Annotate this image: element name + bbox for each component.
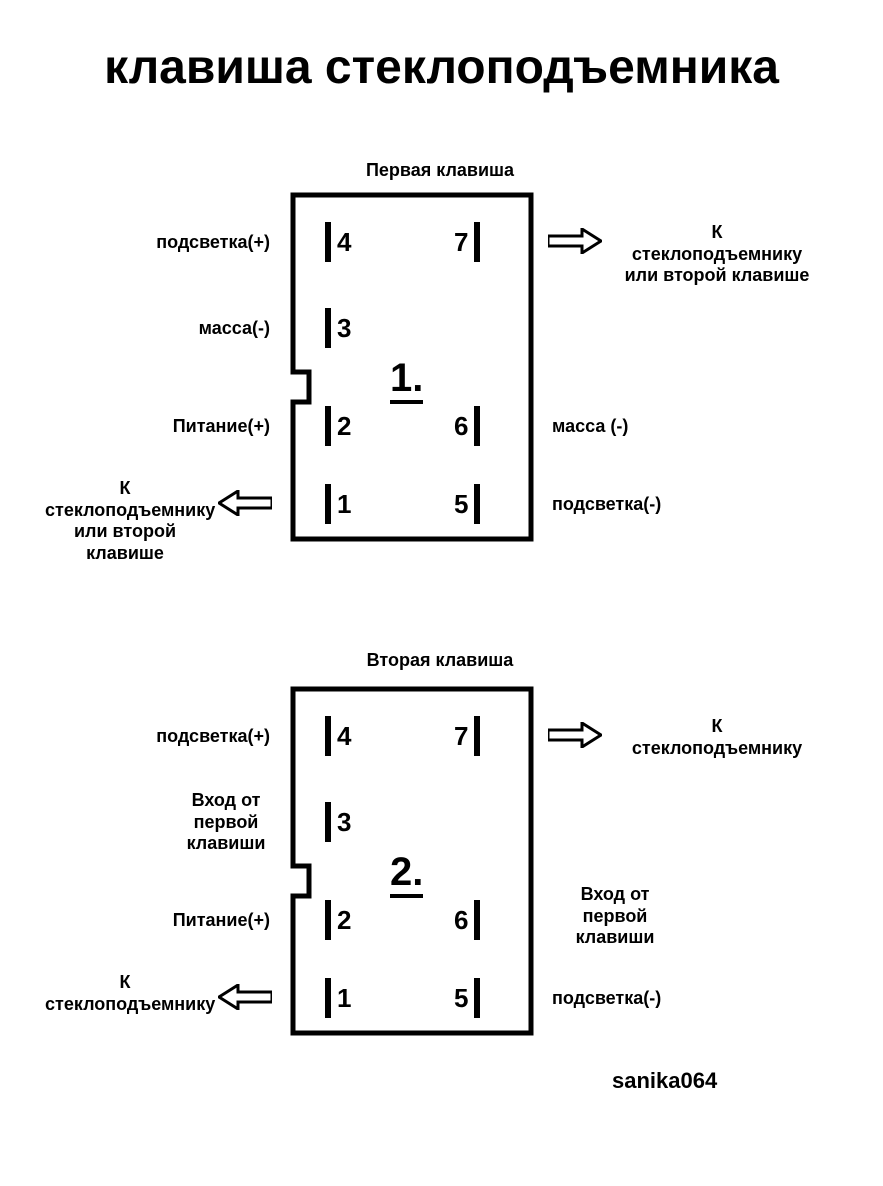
connector1-pin2: 2 bbox=[325, 406, 351, 446]
connector1-center: 1. bbox=[390, 358, 423, 404]
connector1-subtitle: Первая клавиша bbox=[290, 160, 590, 181]
connector2-pin1: 1 bbox=[325, 978, 351, 1018]
connector2-pin5: 5 bbox=[454, 978, 480, 1018]
connector1-label-pin2: Питание(+) bbox=[80, 416, 270, 438]
arrow-right-icon bbox=[548, 228, 602, 254]
connector2-label-pin2: Питание(+) bbox=[80, 910, 270, 932]
connector1-pin5: 5 bbox=[454, 484, 480, 524]
connector2-label-pin7: К стеклоподъемнику bbox=[612, 716, 822, 759]
connector1-label-pin3: масса(-) bbox=[80, 318, 270, 340]
connector1-label-pin6: масса (-) bbox=[552, 416, 752, 438]
connector1-pin4: 4 bbox=[325, 222, 351, 262]
connector1-pin7: 7 bbox=[454, 222, 480, 262]
connector2-label-pin4: подсветка(+) bbox=[80, 726, 270, 748]
connector2-label-pin5: подсветка(-) bbox=[552, 988, 752, 1010]
credit-text: sanika064 bbox=[612, 1068, 717, 1094]
connector1-pin3: 3 bbox=[325, 308, 351, 348]
page-title: клавиша стеклоподъемника bbox=[0, 40, 883, 95]
connector2-center: 2. bbox=[390, 852, 423, 898]
connector2-pin3: 3 bbox=[325, 802, 351, 842]
arrow-left-icon bbox=[218, 490, 272, 516]
diagram-page: клавиша стеклоподъемника Первая клавиша … bbox=[0, 0, 883, 1186]
connector1-label-pin7: К стеклоподъемнику или второй клавише bbox=[612, 222, 822, 287]
connector2-label-pin3: Вход от первой клавиши bbox=[176, 790, 276, 855]
connector1-label-pin5: подсветка(-) bbox=[552, 494, 752, 516]
connector2-pin4: 4 bbox=[325, 716, 351, 756]
connector2-label-pin1: К стеклоподъемнику bbox=[45, 972, 205, 1015]
arrow-left-icon bbox=[218, 984, 272, 1010]
connector1-label-pin1: К стеклоподъемнику или второй клавише bbox=[45, 478, 205, 564]
connector1-pin6: 6 bbox=[454, 406, 480, 446]
arrow-right-icon bbox=[548, 722, 602, 748]
connector2-label-pin6: Вход от первой клавиши bbox=[560, 884, 670, 949]
connector1-label-pin4: подсветка(+) bbox=[80, 232, 270, 254]
connector1-pin1: 1 bbox=[325, 484, 351, 524]
connector2-pin7: 7 bbox=[454, 716, 480, 756]
connector2-subtitle: Вторая клавиша bbox=[290, 650, 590, 671]
connector2-pin6: 6 bbox=[454, 900, 480, 940]
connector2-pin2: 2 bbox=[325, 900, 351, 940]
